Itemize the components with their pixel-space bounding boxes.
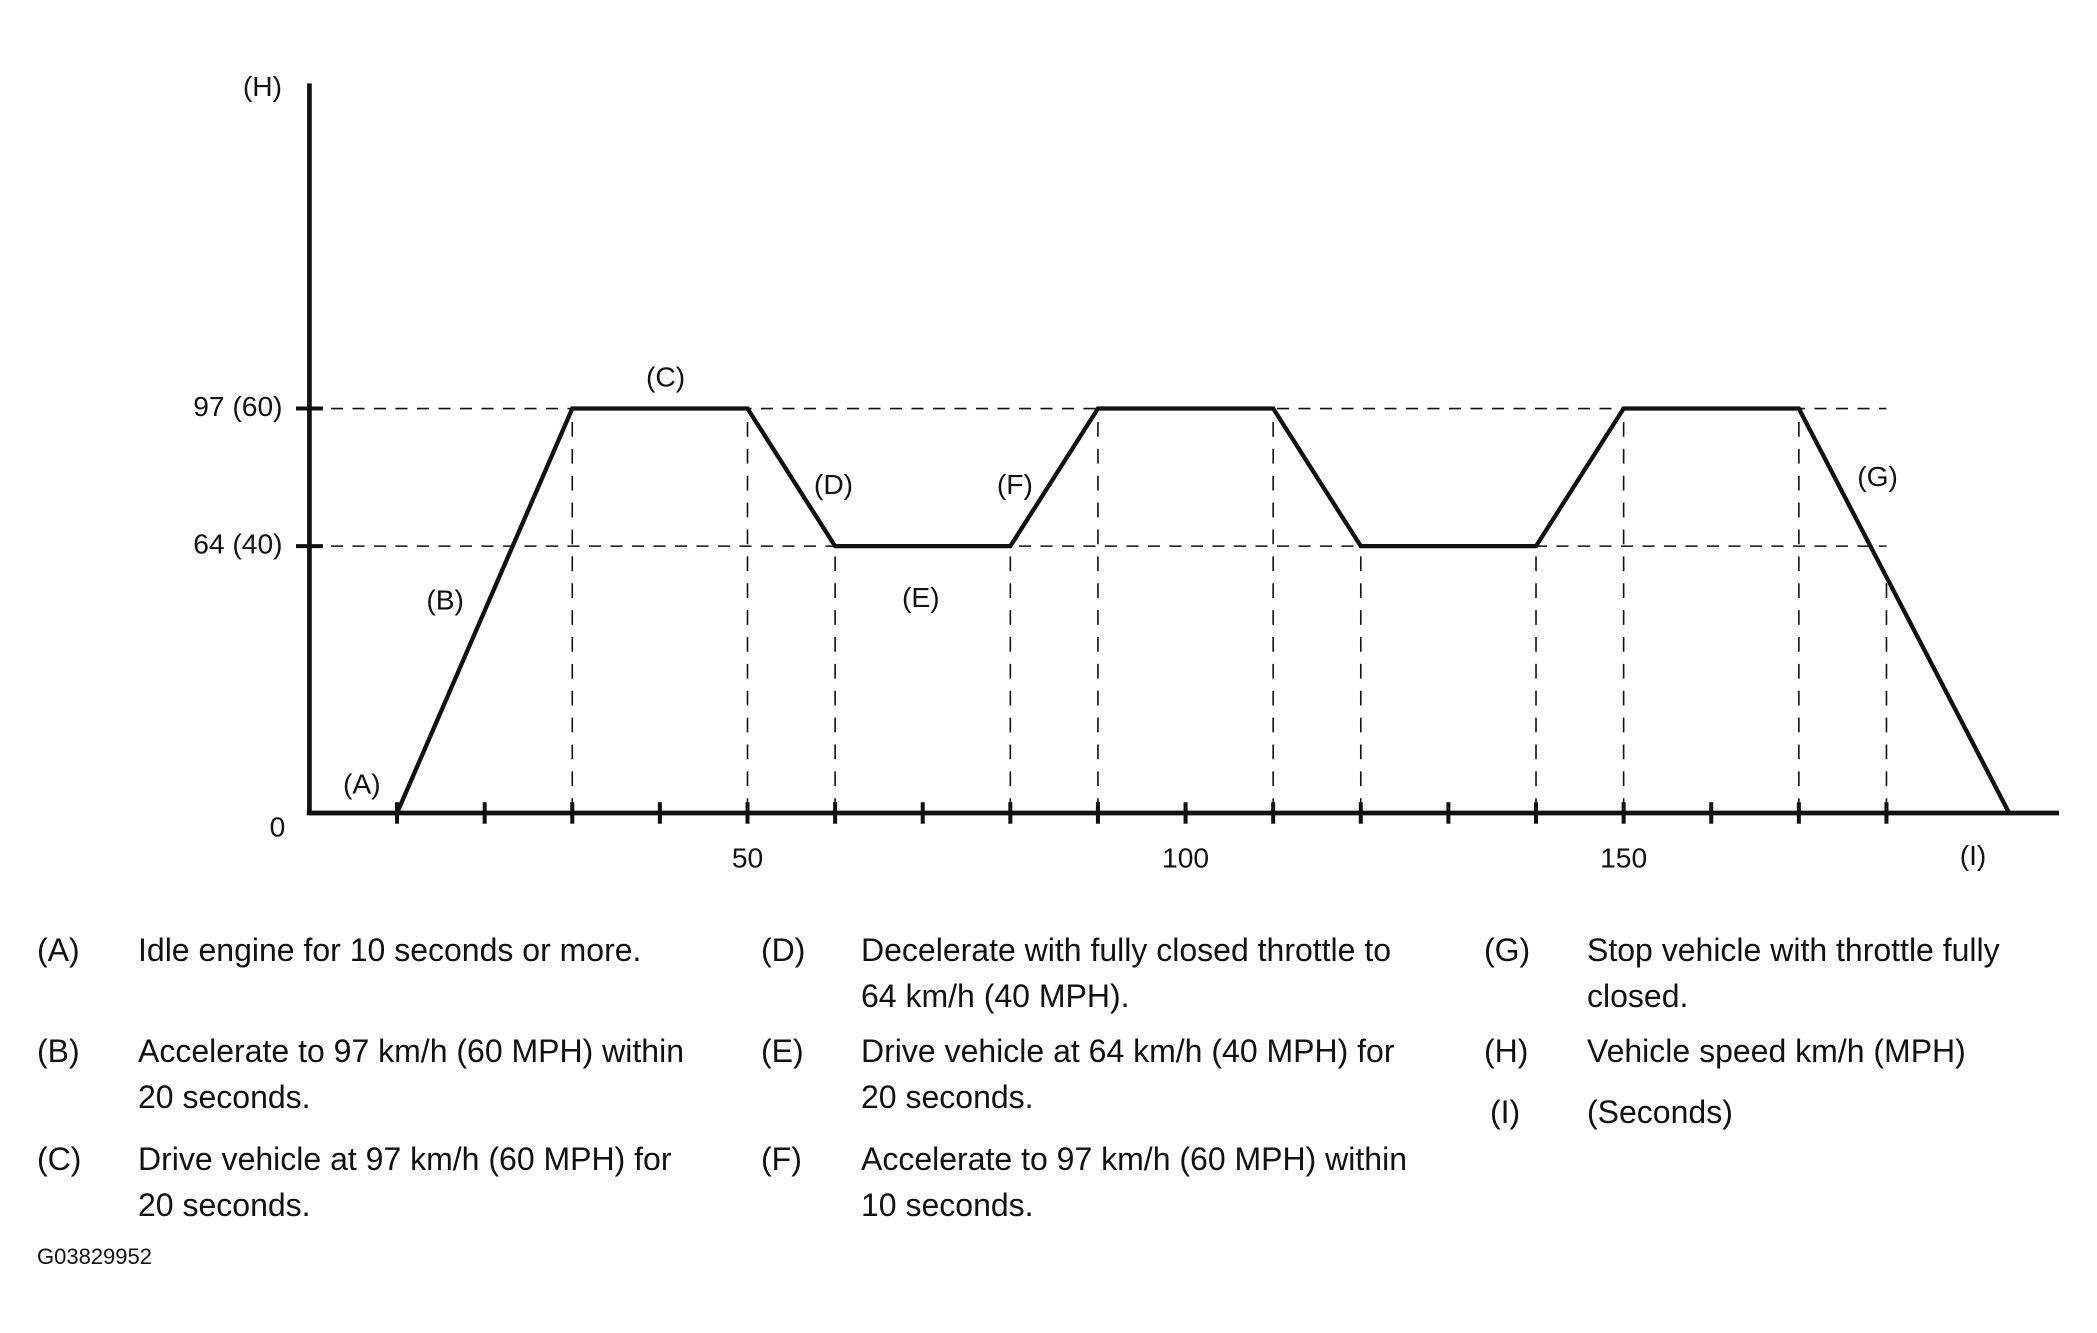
legend-key: (H) [1484, 1033, 1529, 1069]
legend-key: (C) [37, 1141, 82, 1177]
annotation: (B) [426, 583, 464, 615]
legend-text: (Seconds) [1587, 1094, 1733, 1130]
legend-key: (I) [1490, 1094, 1521, 1130]
y-axis-label: (H) [243, 70, 282, 102]
legend-key: (B) [37, 1033, 80, 1069]
y-tick-label: 97 (60) [193, 390, 282, 422]
legend-text: Vehicle speed km/h (MPH) [1587, 1033, 1966, 1069]
figure-id: G03829952 [37, 1244, 152, 1269]
legend-text: Accelerate to 97 km/h (60 MPH) within 10… [861, 1141, 1407, 1223]
annotation: (F) [997, 468, 1033, 500]
annotation: (C) [646, 360, 685, 392]
y-tick-label: 64 (40) [193, 528, 282, 560]
legend-key: (E) [761, 1033, 804, 1069]
legend-key: (A) [37, 932, 80, 968]
legend-key: (F) [761, 1141, 802, 1177]
legend-text: Idle engine for 10 seconds or more. [138, 932, 642, 968]
legend-key: (G) [1484, 932, 1531, 968]
legend-text: Accelerate to 97 km/h (60 MPH) within 20… [138, 1033, 684, 1115]
speed-line [309, 406, 2012, 816]
x-axis-label: (I) [1960, 839, 1987, 871]
x-tick-label: 50 [732, 841, 763, 873]
legend-text: Decelerate with fully closed throttle to… [861, 932, 1392, 1014]
legend-text: Stop vehicle with throttle fully closed. [1587, 932, 2000, 1014]
y-tick-label: 0 [270, 811, 286, 843]
annotation: (G) [1857, 460, 1898, 492]
legend-text: Drive vehicle at 64 km/h (40 MPH) for 20… [861, 1033, 1395, 1115]
legend-key: (D) [761, 932, 806, 968]
annotation: (A) [343, 768, 381, 800]
x-tick-label: 100 [1162, 841, 1209, 873]
annotation: (E) [902, 581, 940, 613]
legend-text: Drive vehicle at 97 km/h (60 MPH) for 20… [138, 1141, 672, 1223]
x-tick-label: 150 [1600, 841, 1647, 873]
annotation: (D) [814, 468, 853, 500]
